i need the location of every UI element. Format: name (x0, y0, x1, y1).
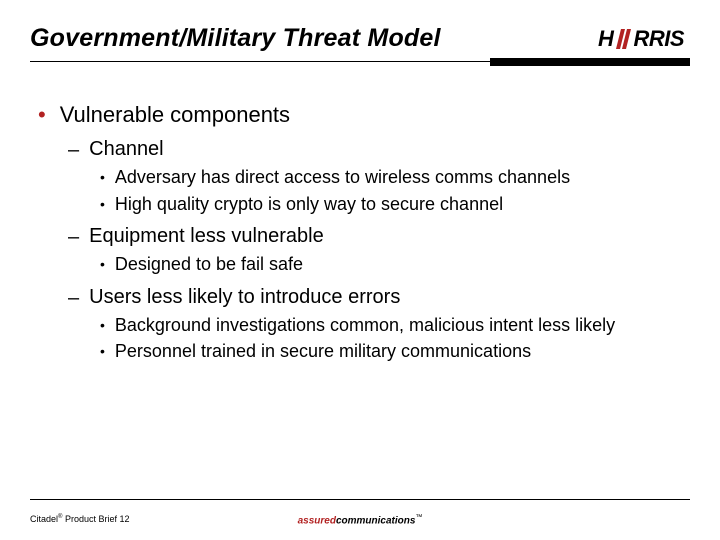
footer-assured: assured (298, 515, 336, 526)
bullet-dot-icon: • (100, 340, 105, 362)
trademark-icon: ™ (415, 514, 422, 521)
dash-icon: – (68, 225, 79, 249)
bullet-level3: • Designed to be fail safe (100, 253, 680, 276)
slide: Government/Military Threat Model H RRIS … (0, 0, 720, 540)
bullet-dot-icon: • (100, 253, 105, 275)
bullet-l3-text: High quality crypto is only way to secur… (115, 193, 503, 216)
bullet-l3-text: Adversary has direct access to wireless … (115, 166, 570, 189)
header-rule-thick (490, 58, 690, 66)
bullet-level3: • High quality crypto is only way to sec… (100, 193, 680, 216)
bullet-dot-icon: • (100, 314, 105, 336)
harris-logo: H RRIS (598, 22, 690, 52)
bullet-dot-icon: • (100, 193, 105, 215)
bullet-level2: – Equipment less vulnerable (68, 225, 680, 249)
bullet-dot-icon: • (100, 166, 105, 188)
bullet-l1-text: Vulnerable components (60, 102, 290, 128)
logo-slash-icon (615, 29, 631, 49)
slide-body: • Vulnerable components – Channel • Adve… (38, 102, 680, 363)
footer-rule (30, 499, 690, 500)
header-rule-thin (30, 58, 490, 62)
slide-footer: Citadel® Product Brief 12 assuredcommuni… (30, 514, 690, 524)
footer-center: assuredcommunications™ (30, 514, 690, 526)
bullet-level3: • Personnel trained in secure military c… (100, 340, 680, 363)
bullet-level2: – Channel (68, 138, 680, 162)
bullet-level3: • Background investigations common, mali… (100, 314, 680, 337)
slide-title: Government/Military Threat Model (30, 22, 441, 53)
bullet-l2-text: Channel (89, 138, 164, 161)
bullet-l3-text: Designed to be fail safe (115, 253, 303, 276)
dash-icon: – (68, 138, 79, 162)
header-rule (30, 58, 690, 66)
bullet-level1: • Vulnerable components (38, 102, 680, 128)
dash-icon: – (68, 286, 79, 310)
bullet-l3-text: Background investigations common, malici… (115, 314, 615, 337)
bullet-dot-icon: • (38, 102, 46, 128)
bullet-level3: • Adversary has direct access to wireles… (100, 166, 680, 189)
logo-text-right: RRIS (633, 26, 684, 52)
bullet-l2-text: Equipment less vulnerable (89, 225, 324, 248)
footer-comm: communications (336, 515, 415, 526)
bullet-l2-text: Users less likely to introduce errors (89, 286, 400, 309)
bullet-level2: – Users less likely to introduce errors (68, 286, 680, 310)
logo-text-left: H (598, 26, 613, 52)
bullet-l3-text: Personnel trained in secure military com… (115, 340, 531, 363)
